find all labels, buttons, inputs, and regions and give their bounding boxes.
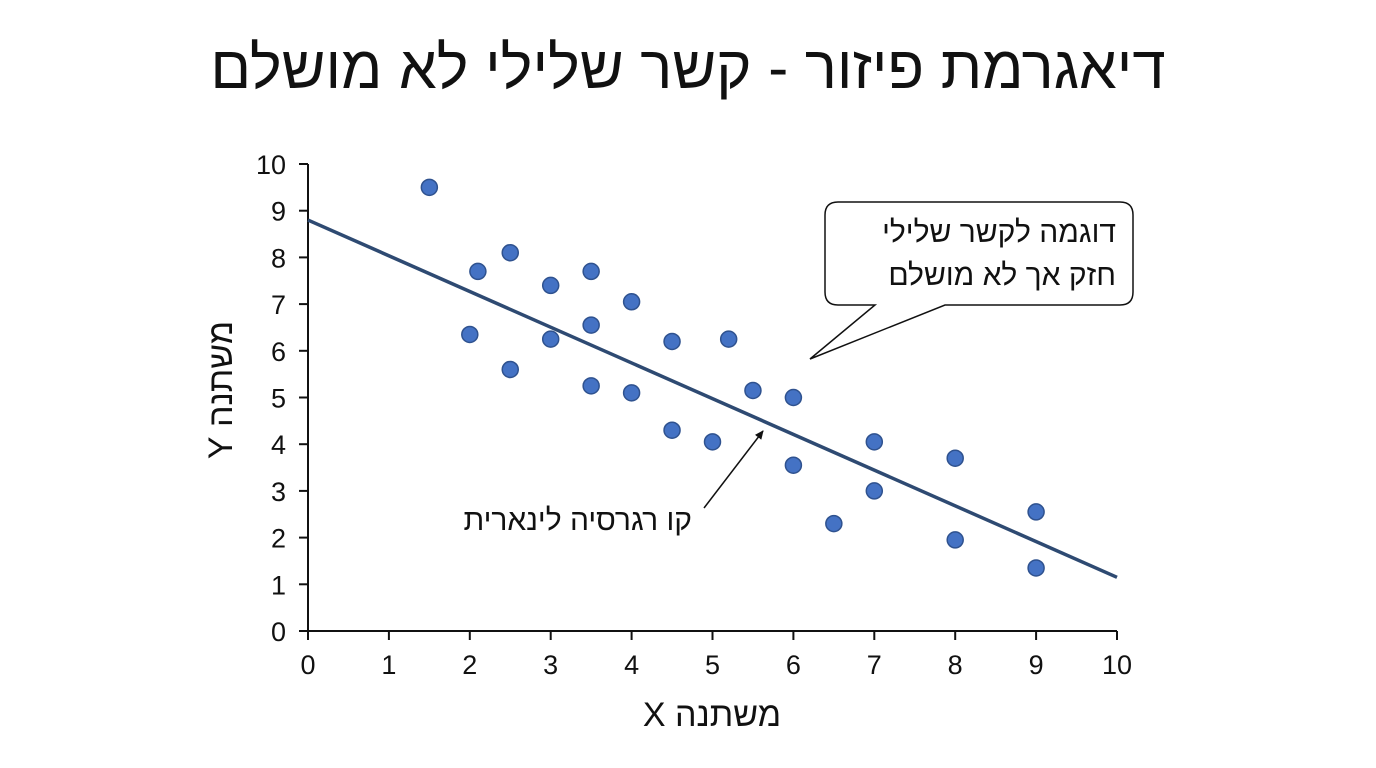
x-tick-label: 9 bbox=[1029, 650, 1044, 680]
callout-text-line1: דוגמה לקשר שלילי bbox=[882, 216, 1116, 249]
y-tick-label: 8 bbox=[271, 243, 286, 273]
x-tick-label: 3 bbox=[543, 650, 558, 680]
y-tick-label: 3 bbox=[271, 477, 286, 507]
data-point bbox=[663, 332, 681, 351]
data-point bbox=[663, 421, 681, 439]
data-point bbox=[784, 456, 803, 474]
x-tick-label: 10 bbox=[1102, 650, 1132, 680]
regression-line bbox=[307, 218, 1118, 579]
x-tick-label: 8 bbox=[948, 650, 963, 680]
x-tick-label: 6 bbox=[786, 650, 801, 680]
data-point bbox=[582, 262, 600, 281]
data-point bbox=[582, 377, 600, 395]
y-ticks: 0 1 2 3 4 5 6 7 8 9 10 bbox=[256, 150, 308, 647]
x-tick-label: 0 bbox=[300, 650, 315, 680]
y-tick-label: 10 bbox=[256, 150, 286, 180]
x-ticks: 0 1 2 3 4 5 6 7 8 9 10 bbox=[300, 631, 1132, 680]
y-tick-label: 9 bbox=[271, 197, 286, 227]
data-point bbox=[825, 514, 843, 533]
data-point bbox=[461, 325, 479, 344]
data-point bbox=[784, 388, 803, 407]
x-tick-label: 7 bbox=[867, 650, 882, 680]
y-tick-label: 1 bbox=[271, 570, 286, 600]
data-point bbox=[541, 276, 560, 295]
data-point bbox=[469, 262, 487, 281]
data-point bbox=[622, 384, 641, 402]
data-point bbox=[420, 178, 439, 197]
data-point bbox=[1027, 559, 1045, 577]
data-point bbox=[622, 293, 641, 311]
callout-text-line2: חזק אך לא מושלם bbox=[888, 259, 1116, 292]
x-axis-title: משתנה X bbox=[643, 696, 781, 734]
x-tick-label: 4 bbox=[624, 650, 639, 680]
data-point bbox=[744, 381, 762, 400]
y-tick-label: 4 bbox=[271, 430, 286, 460]
data-point bbox=[703, 433, 722, 451]
y-tick-label: 7 bbox=[271, 290, 286, 320]
data-points bbox=[420, 178, 1045, 577]
y-tick-label: 2 bbox=[271, 524, 286, 554]
data-point bbox=[501, 243, 519, 262]
x-tick-label: 1 bbox=[381, 650, 396, 680]
x-tick-label: 2 bbox=[462, 650, 477, 680]
data-point bbox=[719, 330, 738, 348]
callout-bubble bbox=[809, 201, 1134, 360]
x-tick-label: 5 bbox=[705, 650, 720, 680]
y-tick-label: 0 bbox=[271, 617, 286, 647]
y-tick-label: 6 bbox=[271, 337, 286, 367]
data-point bbox=[946, 531, 964, 549]
data-point bbox=[865, 482, 884, 500]
data-point bbox=[865, 433, 884, 451]
data-point bbox=[946, 449, 964, 467]
data-point bbox=[1027, 503, 1045, 521]
data-point bbox=[501, 360, 519, 379]
y-axis-title: משתנה Y bbox=[202, 321, 240, 459]
data-point bbox=[541, 330, 560, 348]
regression-label: קו רגרסיה לינארית bbox=[463, 504, 692, 537]
chart-title: דיאגרמת פיזור - קשר שלילי לא מושלם bbox=[210, 34, 1166, 101]
y-tick-label: 5 bbox=[271, 384, 286, 414]
regression-label-arrow bbox=[703, 430, 764, 509]
data-point bbox=[582, 316, 600, 334]
